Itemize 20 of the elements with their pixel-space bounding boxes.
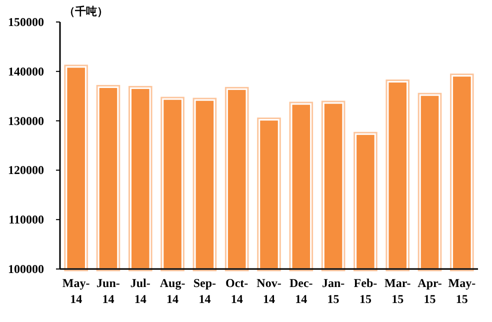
x-tick-label: Aug-14 bbox=[160, 276, 186, 306]
y-tick-label: 130000 bbox=[8, 114, 44, 128]
x-tick-label: May-14 bbox=[62, 276, 90, 306]
x-tick-label: Dec-14 bbox=[289, 276, 313, 306]
x-tick-label: Jul-14 bbox=[130, 276, 150, 306]
x-tick-label: Sep-14 bbox=[193, 276, 216, 306]
y-tick-label: 140000 bbox=[8, 64, 44, 78]
x-tick-label: Feb-15 bbox=[354, 276, 378, 306]
x-tick-label: Jun-14 bbox=[96, 276, 120, 306]
x-tick-label: Oct-14 bbox=[226, 276, 248, 306]
x-tick-label: Mar-15 bbox=[384, 276, 411, 306]
x-tick-label: Nov-14 bbox=[256, 276, 282, 306]
x-tick-label: Jan-15 bbox=[322, 276, 345, 306]
y-tick-label: 150000 bbox=[8, 15, 44, 29]
y-axis-title: （千吨） bbox=[64, 5, 108, 18]
y-tick-label: 110000 bbox=[8, 212, 44, 227]
x-tick-label: May-15 bbox=[448, 276, 476, 306]
x-tick-label: Apr-15 bbox=[418, 276, 442, 306]
y-tick-label: 100000 bbox=[8, 262, 44, 276]
y-tick-label: 120000 bbox=[8, 163, 44, 178]
